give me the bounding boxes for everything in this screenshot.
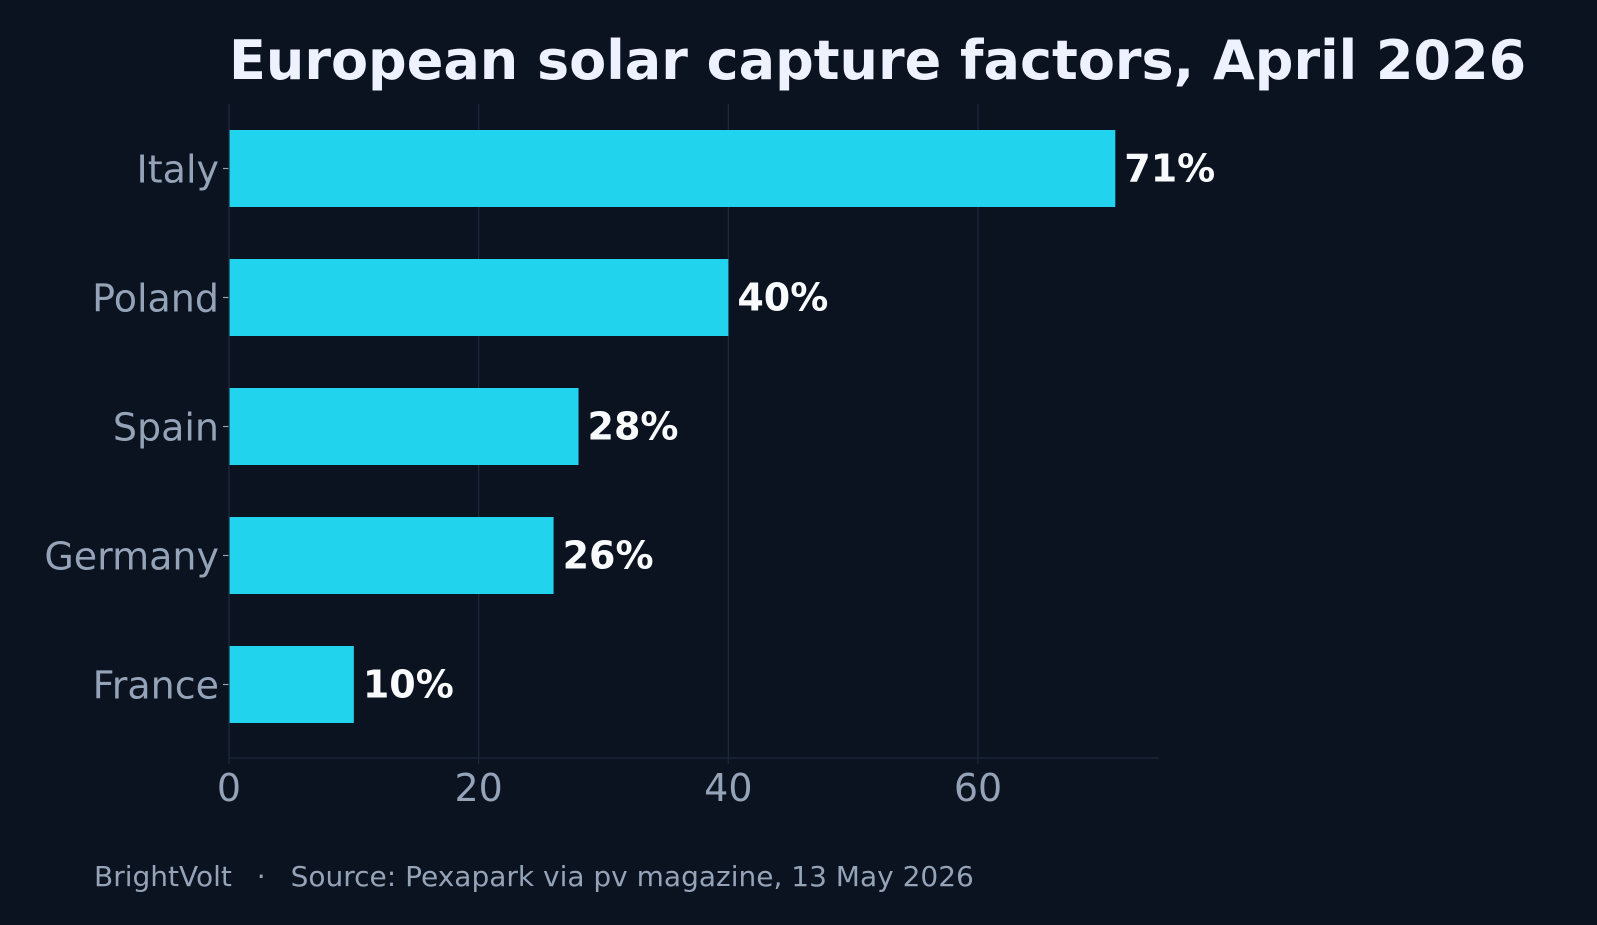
bars	[229, 130, 1116, 723]
value-label-italy: 71%	[1124, 147, 1215, 191]
chart-title: European solar capture factors, April 20…	[229, 29, 1526, 92]
x-tick-label: 20	[454, 766, 502, 810]
category-label-france: France	[93, 664, 219, 708]
bar-france	[229, 646, 354, 723]
value-label-poland: 40%	[737, 276, 828, 320]
x-tick-label: 40	[704, 766, 752, 810]
x-tick-label: 0	[217, 766, 241, 810]
footer-brand: BrightVolt	[94, 860, 232, 893]
value-label-france: 10%	[363, 663, 454, 707]
value-label-germany: 26%	[563, 534, 654, 578]
value-label-spain: 28%	[588, 405, 679, 449]
bar-germany	[229, 517, 554, 594]
x-tick-label: 60	[954, 766, 1002, 810]
footer-source: Source: Pexapark via pv magazine, 13 May…	[291, 860, 974, 893]
category-label-spain: Spain	[113, 406, 219, 450]
footer-separator: ·	[257, 860, 266, 893]
x-axis: 0 20 40 60	[217, 104, 1159, 810]
value-labels: 71% 40% 28% 26% 10%	[363, 147, 1215, 707]
category-labels: Italy Poland Spain Germany France	[44, 148, 229, 708]
bar-spain	[229, 388, 579, 465]
category-label-germany: Germany	[44, 535, 219, 579]
bar-italy	[229, 130, 1116, 207]
category-label-italy: Italy	[137, 148, 219, 192]
category-label-poland: Poland	[92, 277, 219, 321]
footer-credit: BrightVolt · Source: Pexapark via pv mag…	[94, 860, 974, 893]
bar-poland	[229, 259, 729, 336]
